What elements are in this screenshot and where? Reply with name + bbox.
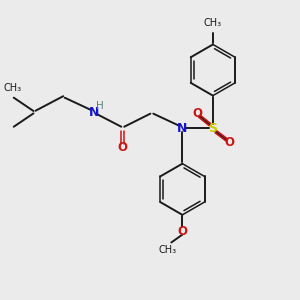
Text: O: O xyxy=(224,136,234,149)
Text: CH₃: CH₃ xyxy=(158,245,176,255)
Text: O: O xyxy=(177,225,188,238)
Text: N: N xyxy=(177,122,188,135)
Text: S: S xyxy=(208,122,217,135)
Text: CH₃: CH₃ xyxy=(3,83,21,93)
Text: CH₃: CH₃ xyxy=(204,19,222,28)
Text: H: H xyxy=(96,101,104,111)
Text: O: O xyxy=(118,141,128,154)
Text: O: O xyxy=(192,106,202,120)
Text: N: N xyxy=(88,106,99,119)
